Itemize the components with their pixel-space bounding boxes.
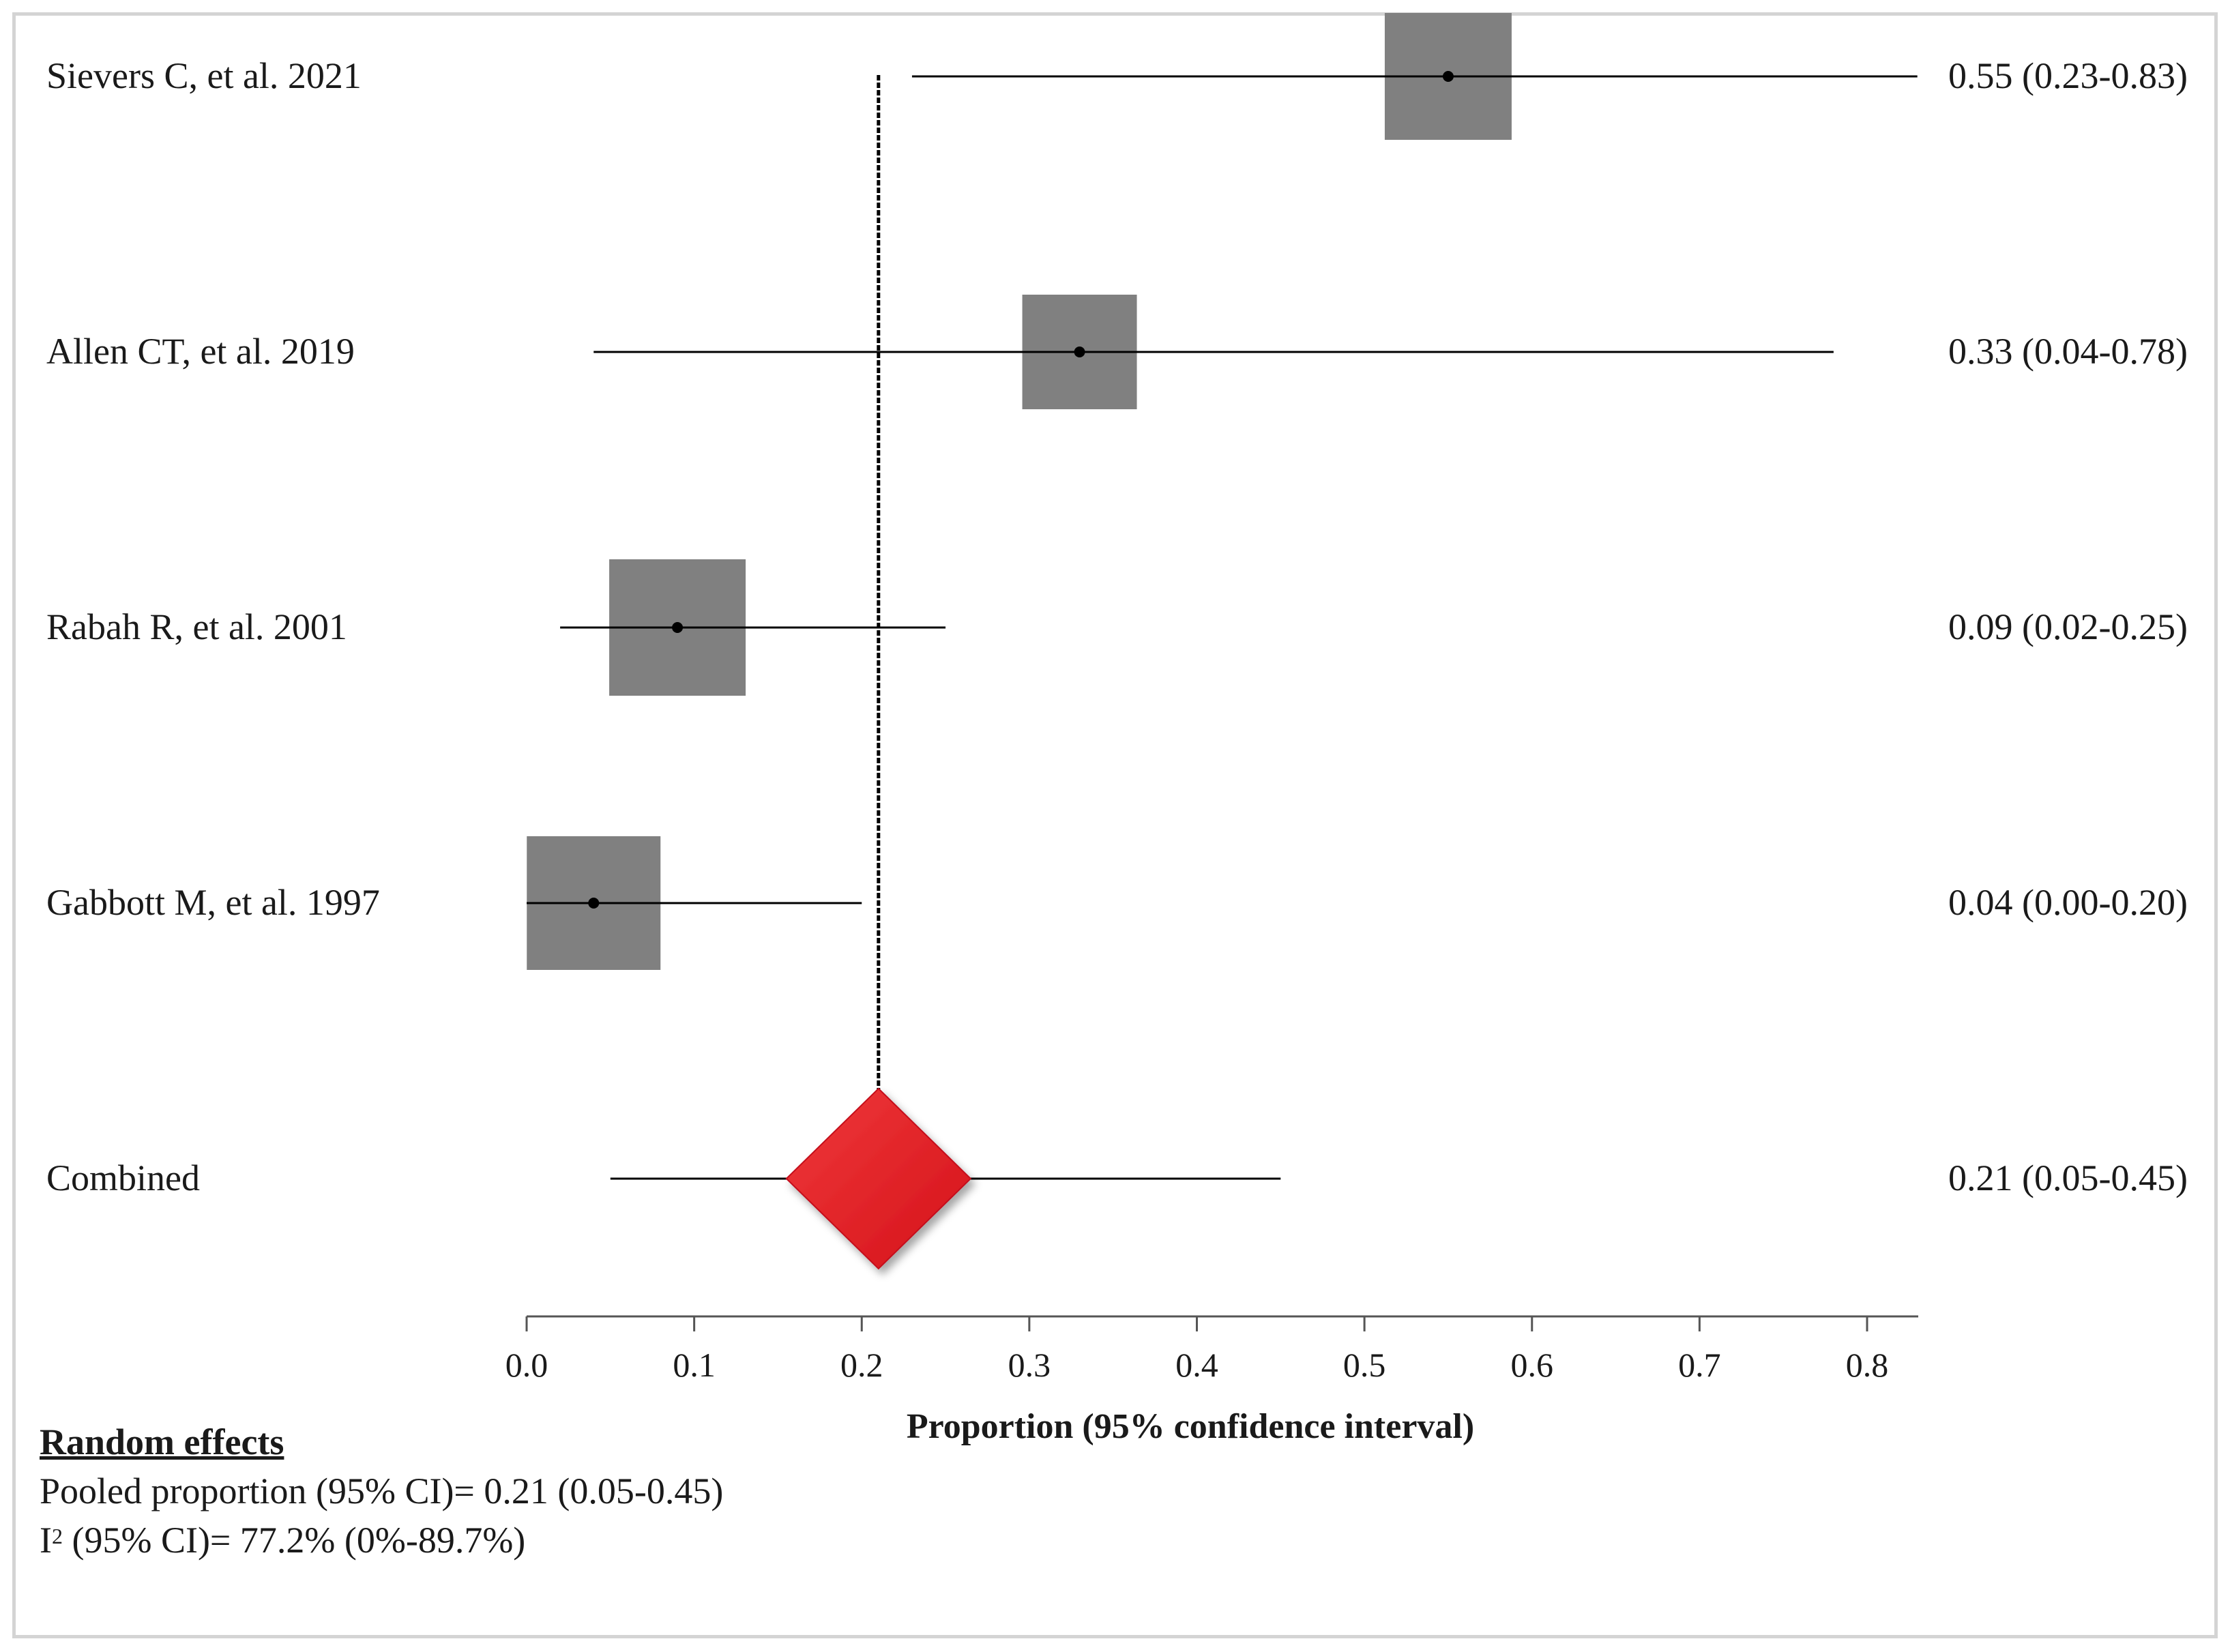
pooled-proportion-text: Pooled proportion (95% CI)= 0.21 (0.05-0…: [40, 1471, 724, 1511]
study-rows: Sievers C, et al. 2021 0.55 (0.23-0.83) Al…: [46, 13, 2188, 1270]
x-tick-label: 0.4: [1175, 1346, 1218, 1384]
i2-superscript: 2: [51, 1524, 63, 1548]
x-axis-label: Proportion (95% confidence interval): [907, 1407, 1474, 1446]
i2-symbol: I: [40, 1520, 52, 1561]
study-point: [672, 622, 684, 633]
x-tick-label: 0.1: [673, 1346, 716, 1384]
study-point: [588, 898, 600, 909]
study-point: [1442, 71, 1454, 82]
x-tick-label: 0.6: [1511, 1346, 1554, 1384]
x-tick-label: 0.5: [1343, 1346, 1386, 1384]
study-name: Rabah R, et al. 2001: [46, 606, 347, 647]
chart-frame: [12, 12, 2218, 1638]
study-name: Sievers C, et al. 2021: [46, 55, 362, 96]
study-estimate-label: 0.55 (0.23-0.83): [1948, 55, 2188, 96]
combined-name: Combined: [46, 1157, 200, 1198]
study-point: [1074, 346, 1085, 357]
x-axis: 0.0 0.1 0.2 0.3 0.4 0.5 0.6 0.7 0.8: [505, 1315, 1918, 1384]
x-tick-label: 0.7: [1678, 1346, 1721, 1384]
combined-diamond: [785, 1087, 972, 1270]
x-tick-label: 0.0: [505, 1346, 548, 1384]
x-tick-label: 0.8: [1846, 1346, 1889, 1384]
study-estimate-label: 0.09 (0.02-0.25): [1948, 606, 2188, 647]
study-estimate-label: 0.33 (0.04-0.78): [1948, 331, 2188, 372]
x-tick-label: 0.3: [1008, 1346, 1051, 1384]
i2-text: I2 (95% CI)= 77.2% (0%-89.7%): [40, 1516, 723, 1565]
x-tick-label: 0.2: [840, 1346, 883, 1384]
study-estimate-label: 0.04 (0.00-0.20): [1948, 882, 2188, 923]
study-name: Allen CT, et al. 2019: [46, 331, 355, 372]
notes-heading: Random effects: [40, 1421, 284, 1462]
study-name: Gabbott M, et al. 1997: [46, 882, 380, 923]
random-effects-notes: Random effects Pooled proportion (95% CI…: [40, 1417, 723, 1565]
combined-estimate-label: 0.21 (0.05-0.45): [1948, 1157, 2188, 1198]
i2-value: (95% CI)= 77.2% (0%-89.7%): [62, 1520, 526, 1561]
